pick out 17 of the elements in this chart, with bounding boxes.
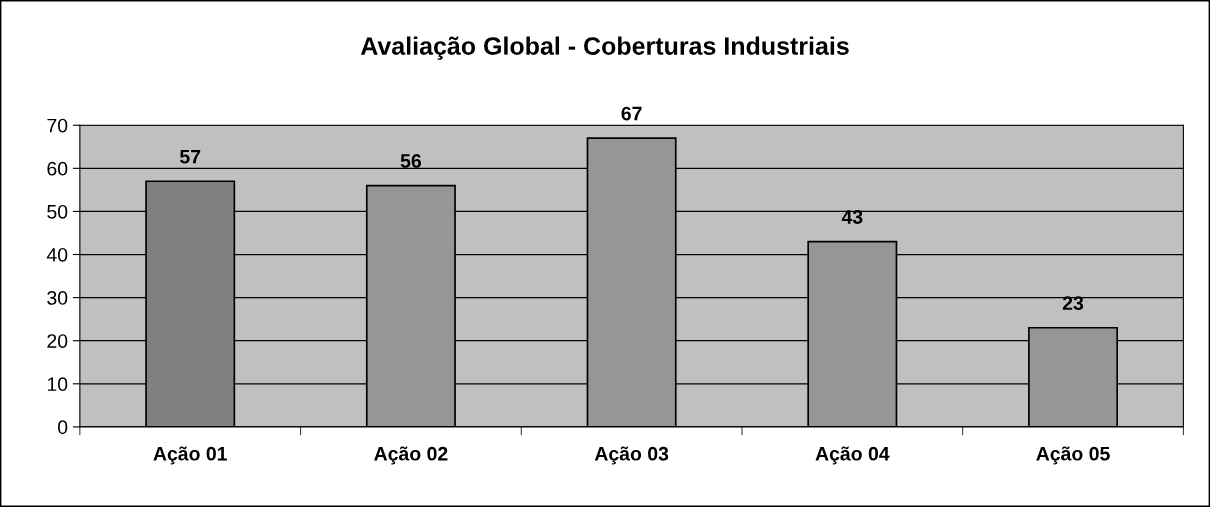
x-tick-label: Ação 02 bbox=[374, 446, 448, 465]
y-tick-label: 70 bbox=[47, 118, 68, 133]
x-tick-label: Ação 01 bbox=[153, 446, 227, 465]
x-tick-label: Ação 03 bbox=[594, 446, 669, 465]
y-tick-label: 60 bbox=[47, 161, 68, 176]
chart-title: Avaliação Global - Coberturas Industriais bbox=[360, 36, 849, 60]
data-label: 57 bbox=[180, 149, 201, 164]
data-label: 67 bbox=[621, 106, 642, 121]
y-tick-label: 50 bbox=[47, 204, 68, 219]
data-label: 56 bbox=[400, 154, 422, 168]
x-tick-label: Ação 04 bbox=[815, 446, 890, 465]
y-tick-label: 10 bbox=[47, 377, 68, 392]
y-tick-label: 20 bbox=[47, 334, 68, 348]
y-tick-label: 40 bbox=[46, 247, 68, 262]
y-tick-label: 0 bbox=[58, 420, 68, 435]
x-tick-label: Ação 05 bbox=[1036, 446, 1110, 465]
y-tick-label: 30 bbox=[47, 291, 68, 305]
